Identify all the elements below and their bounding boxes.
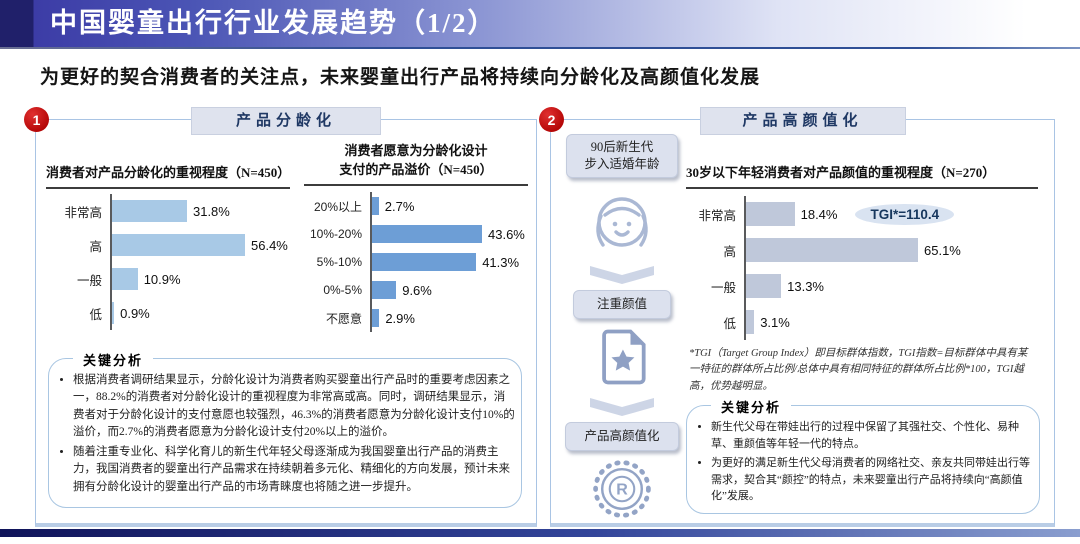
chart-category-label: 高 (89, 239, 102, 254)
chart-value-label: 43.6% (488, 226, 525, 242)
panel2-key-analysis-box: 关键分析 新生代父母在带娃出行的过程中保留了其强社交、个性化、易种草、重颜值等年… (686, 397, 1040, 514)
chart-category-label: 非常高 (64, 205, 102, 220)
chart-bar (372, 197, 379, 215)
panel2-analysis-list: 新生代父母在带娃出行的过程中保留了其强社交、个性化、易种草、重颜值等年轻一代的特… (691, 419, 1033, 505)
chart-row: 高 56.4% (46, 228, 298, 262)
panel2-number-badge: 2 (539, 107, 564, 132)
chart-category-label: 5%-10% (316, 255, 362, 269)
chart-bar (112, 200, 187, 222)
chart2-title: 消费者愿意为分龄化设计 支付的产品溢价（N=450） (304, 142, 528, 186)
chart-row: 20%以上 2.7% (304, 192, 528, 220)
chart-value-label: 2.9% (385, 310, 415, 326)
panel1-title-tab: 产品分龄化 (191, 107, 381, 135)
chart-row: 非常高 31.8% (46, 194, 298, 228)
chart-category-label: 高 (723, 244, 736, 259)
chart-row: 一般 13.3% (686, 268, 1038, 304)
chart-bar (112, 234, 245, 256)
aesthetics-importance-chart: 非常高 18.4% TGI*=110.4 高 65.1% 一般 13.3% 低 3.1% (686, 196, 1038, 340)
document-star-icon (589, 324, 655, 395)
chart-bar (372, 253, 477, 271)
chart-value-label: 0.9% (120, 305, 150, 321)
chart-bar (372, 281, 397, 299)
flow-step-value-looks: 注重颜值 (573, 290, 671, 319)
chart-bar (746, 274, 782, 298)
panel-product-high-aesthetics: 2 产品高颜值化 90后新生代 步入适婚年龄 (539, 107, 1055, 527)
header-bar: 中国婴童出行行业发展趋势（1/2） (0, 0, 1080, 47)
analysis-bullet: 根据消费者调研结果显示，分龄化设计为消费者购买婴童出行产品时的重要考虑因素之一，… (73, 372, 515, 441)
chart-row: 低 3.1% (686, 304, 1038, 340)
chart-value-label: 41.3% (482, 254, 520, 270)
analysis-bullet: 为更好的满足新生代父母消费者的网络社交、亲友共同带娃出行等需求，契合其“颜控”的… (711, 455, 1033, 505)
chart-category-label: 不愿意 (325, 311, 362, 326)
chart-value-label: 2.7% (384, 198, 415, 214)
chart-category-label: 一般 (710, 280, 736, 295)
chart-bar (372, 225, 482, 243)
chart-value-label: 3.1% (760, 314, 790, 330)
premium-willingness-chart: 20%以上 2.7% 10%-20% 43.6% 5%-10% 41.3% 0%-5% 9.6… (304, 192, 528, 332)
svg-text:R: R (616, 481, 628, 499)
chart-bar (746, 238, 918, 262)
chart-row: 0%-5% 9.6% (304, 276, 528, 304)
chart-row: 高 65.1% (686, 232, 1038, 268)
page-title: 中国婴童出行行业发展趋势（1/2） (50, 8, 497, 38)
importance-of-age-segmentation-chart: 非常高 31.8% 高 56.4% 一般 10.9% 低 0.9% (46, 194, 298, 330)
chart-value-label: 9.6% (402, 282, 432, 298)
panel1-analysis-list: 根据消费者调研结果显示，分龄化设计为消费者购买婴童出行产品时的重要考虑因素之一，… (53, 372, 515, 496)
chart-value-label: 56.4% (251, 237, 288, 253)
chart-row: 10%-20% 43.6% (304, 220, 528, 248)
chart-category-label: 0%-5% (323, 283, 362, 297)
chart-value-label: 13.3% (787, 278, 824, 294)
chart-bar (746, 310, 755, 334)
chart1-title: 消费者对产品分龄化的重视程度（N=450） (46, 164, 291, 189)
chart-row: 一般 10.9% (46, 262, 298, 296)
flow-step-new-generation: 90后新生代 步入适婚年龄 (566, 134, 678, 178)
chart-row: 非常高 18.4% TGI*=110.4 (686, 196, 1038, 232)
chart-value-label: 10.9% (143, 271, 181, 287)
chart-row: 不愿意 2.9% (304, 304, 528, 332)
chart-value-label: 31.8% (192, 203, 230, 219)
chart-category-label: 非常高 (698, 208, 736, 223)
bottom-accent-bar (0, 529, 1080, 537)
chart-value-label: 18.4% (800, 206, 838, 222)
panel1-key-analysis-label: 关键分析 (73, 350, 154, 369)
chart-category-label: 10%-20% (309, 227, 362, 241)
chart-category-label: 低 (89, 307, 102, 322)
trend-flow-column: 90后新生代 步入适婚年龄 注重颜值 (561, 120, 683, 523)
woman-face-icon (582, 182, 662, 267)
chart-bar (112, 302, 115, 324)
chevron-down-icon (590, 398, 654, 421)
panel-product-age-segmentation: 1 产品分龄化 消费者对产品分龄化的重视程度（N=450） 消费者愿意为分龄化设… (24, 107, 537, 527)
chart-row: 低 0.9% (46, 296, 298, 330)
chart-category-label: 20%以上 (313, 199, 362, 214)
chevron-down-icon (590, 266, 654, 289)
chart-bar (112, 268, 138, 290)
panel2-title-tab: 产品高颜值化 (699, 107, 906, 135)
chart-bar (372, 309, 380, 327)
tgi-badge: TGI*=110.4 (855, 203, 955, 225)
flow-step-high-aesthetics: 产品高颜值化 (565, 422, 679, 451)
panel2-key-analysis-label: 关键分析 (711, 397, 792, 416)
chart-value-label: 65.1% (924, 242, 961, 258)
analysis-bullet: 随着注重专业化、科学化育儿的新生代年轻父母逐渐成为我国婴童出行产品的消费主力，我… (73, 444, 515, 496)
chart-row: 5%-10% 41.3% (304, 248, 528, 276)
registered-seal-icon: R (589, 456, 655, 527)
slide-subtitle: 为更好的契合消费者的关注点，未来婴童出行产品将持续向分龄化及高颜值化发展 (40, 67, 761, 88)
chart-category-label: 一般 (76, 273, 102, 288)
panel1-number-badge: 1 (24, 107, 49, 132)
chart-category-label: 低 (723, 316, 736, 331)
panel1-key-analysis-box: 关键分析 根据消费者调研结果显示，分龄化设计为消费者购买婴童出行产品时的重要考虑… (48, 350, 522, 508)
analysis-bullet: 新生代父母在带娃出行的过程中保留了其强社交、个性化、易种草、重颜值等年轻一代的特… (711, 419, 1033, 452)
chart-bar (746, 202, 795, 226)
header-divider (0, 47, 1080, 49)
tgi-footnote: *TGI（Target Group Index）即目标群体指数，TGI指数=目标… (689, 348, 1028, 392)
chart3-title: 30岁以下年轻消费者对产品颜值的重视程度（N=270） (686, 164, 1038, 189)
